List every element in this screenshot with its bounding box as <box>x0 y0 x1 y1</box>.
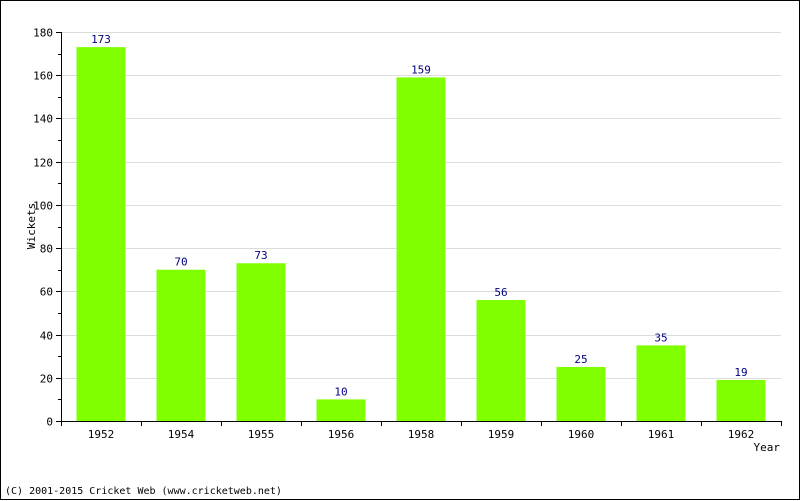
bar-1961 <box>636 345 686 421</box>
data-label: 19 <box>734 366 747 379</box>
data-label: 25 <box>574 353 587 366</box>
x-axis-label: Year <box>754 441 781 454</box>
x-tick-label: 1960 <box>568 428 595 441</box>
bar-1960 <box>556 366 606 421</box>
y-tick-label: 60 <box>40 286 53 299</box>
y-tick-label: 100 <box>33 200 53 213</box>
bar-1954 <box>156 269 206 421</box>
bar-1959 <box>476 299 526 421</box>
copyright-text: (C) 2001-2015 Cricket Web (www.cricketwe… <box>5 486 282 497</box>
y-tick-label: 0 <box>46 416 53 429</box>
x-tick-label: 1955 <box>248 428 275 441</box>
bars <box>76 47 766 421</box>
data-labels: 173 70 73 10 159 56 25 35 19 <box>91 33 748 398</box>
data-label: 56 <box>494 286 507 299</box>
x-tick-label: 1962 <box>728 428 755 441</box>
x-tick-label: 1954 <box>168 428 195 441</box>
data-label: 159 <box>411 63 431 76</box>
x-tick-label: 1956 <box>328 428 355 441</box>
y-tick-label: 20 <box>40 373 53 386</box>
y-tick-label: 40 <box>40 330 53 343</box>
x-tick-label: 1959 <box>488 428 515 441</box>
data-label: 35 <box>654 331 667 344</box>
x-tick-labels: 1952 1954 1955 1956 1958 1959 1960 1961 1962 <box>88 428 755 441</box>
x-tick-label: 1958 <box>408 428 435 441</box>
x-tick-label: 1961 <box>648 428 675 441</box>
y-tick-label: 140 <box>33 113 53 126</box>
y-tick-label: 160 <box>33 70 53 83</box>
bar-1956 <box>316 399 366 421</box>
y-tick-label: 120 <box>33 157 53 170</box>
y-tick-label: 180 <box>33 27 53 40</box>
x-tick-label: 1952 <box>88 428 115 441</box>
bar-1962 <box>716 379 766 421</box>
data-label: 10 <box>334 385 347 398</box>
bar-1955 <box>236 263 286 421</box>
y-tick-label: 80 <box>40 243 53 256</box>
y-tick-labels: 0 20 40 60 80 100 120 140 160 180 <box>33 27 53 429</box>
bar-1958 <box>396 77 446 421</box>
data-label: 173 <box>91 33 111 46</box>
axes <box>56 32 782 426</box>
y-axis-label: Wickets <box>25 203 38 249</box>
data-label: 70 <box>174 256 187 269</box>
data-label: 73 <box>254 249 267 262</box>
bar-1952 <box>76 47 126 421</box>
